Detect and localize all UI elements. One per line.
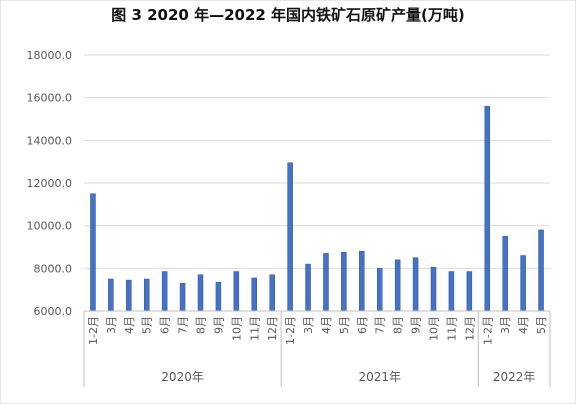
bar (90, 193, 96, 312)
y-tick-label: 14000.0 (27, 134, 73, 147)
x-category-label: 5月 (141, 316, 154, 334)
y-tick-label: 6000.0 (34, 305, 73, 318)
gridlines (84, 54, 550, 269)
bar (520, 255, 526, 312)
bar (341, 252, 347, 312)
bar (126, 279, 132, 312)
x-category-label: 8月 (195, 316, 208, 334)
x-category-label: 5月 (535, 316, 548, 334)
x-category-label: 5月 (338, 316, 351, 334)
bar (143, 278, 150, 312)
bar (287, 162, 293, 312)
x-category-label: 3月 (499, 316, 512, 334)
bar (233, 271, 240, 312)
bar (197, 274, 204, 312)
x-group-label: 2020年 (161, 370, 204, 384)
x-category-label: 10月 (428, 316, 441, 341)
x-category-label: 12月 (266, 316, 279, 341)
bar (161, 271, 168, 312)
bar (108, 278, 114, 312)
x-category-label: 6月 (159, 316, 172, 334)
x-category-label: 7月 (374, 316, 387, 334)
x-category-label: 1-2月 (87, 316, 100, 345)
x-category-label: 3月 (302, 316, 315, 334)
bar (430, 267, 437, 312)
bar (484, 105, 491, 312)
x-category-label: 3月 (105, 316, 118, 334)
x-category-label: 10月 (230, 316, 243, 341)
x-category-label: 4月 (517, 316, 530, 334)
x-category-label: 11月 (248, 316, 261, 341)
bar (448, 271, 455, 312)
x-category-label: 12月 (463, 316, 476, 341)
bar (251, 277, 258, 312)
bar (305, 263, 311, 312)
x-category-label: 6月 (356, 316, 369, 334)
x-category-label: 1-2月 (481, 316, 494, 345)
x-category-label: 4月 (320, 316, 333, 334)
bar (359, 251, 365, 312)
y-tick-label: 12000.0 (27, 177, 73, 190)
x-category-label: 9月 (410, 316, 423, 334)
bar (269, 274, 275, 312)
x-category-label: 1-2月 (284, 316, 297, 345)
chart-title: 图 3 2020 年—2022 年国内铁矿石原矿产量(万吨) (111, 6, 465, 24)
x-category-label: 8月 (392, 316, 405, 334)
bar (215, 281, 222, 312)
x-group-label: 2021年 (358, 370, 401, 384)
bar (323, 253, 329, 312)
x-category-label: 4月 (123, 316, 136, 334)
bar (394, 259, 401, 312)
bar (502, 236, 508, 312)
y-tick-label: 18000.0 (27, 49, 73, 62)
bars (90, 105, 544, 312)
y-axis-ticks: 6000.0 8000.0 10000.0 12000.0 14000.0 16000.0… (27, 49, 73, 318)
bar (466, 271, 473, 312)
y-tick-label: 16000.0 (27, 92, 73, 105)
bar (538, 229, 544, 312)
x-axis: 1-2月 3月 4月 5月 6月 7月 8月 9月 10月 11月 12月 1-2月 3月 4月 5月 6月 7… (83, 310, 551, 387)
x-group-label: 2022年 (493, 370, 536, 384)
bar (179, 283, 186, 312)
y-tick-label: 10000.0 (27, 220, 73, 233)
x-category-label: 11月 (445, 316, 458, 341)
bar (376, 268, 383, 312)
x-category-label: 9月 (212, 316, 225, 334)
y-tick-label: 8000.0 (34, 262, 73, 275)
bar (412, 257, 419, 312)
x-category-label: 7月 (177, 316, 190, 334)
